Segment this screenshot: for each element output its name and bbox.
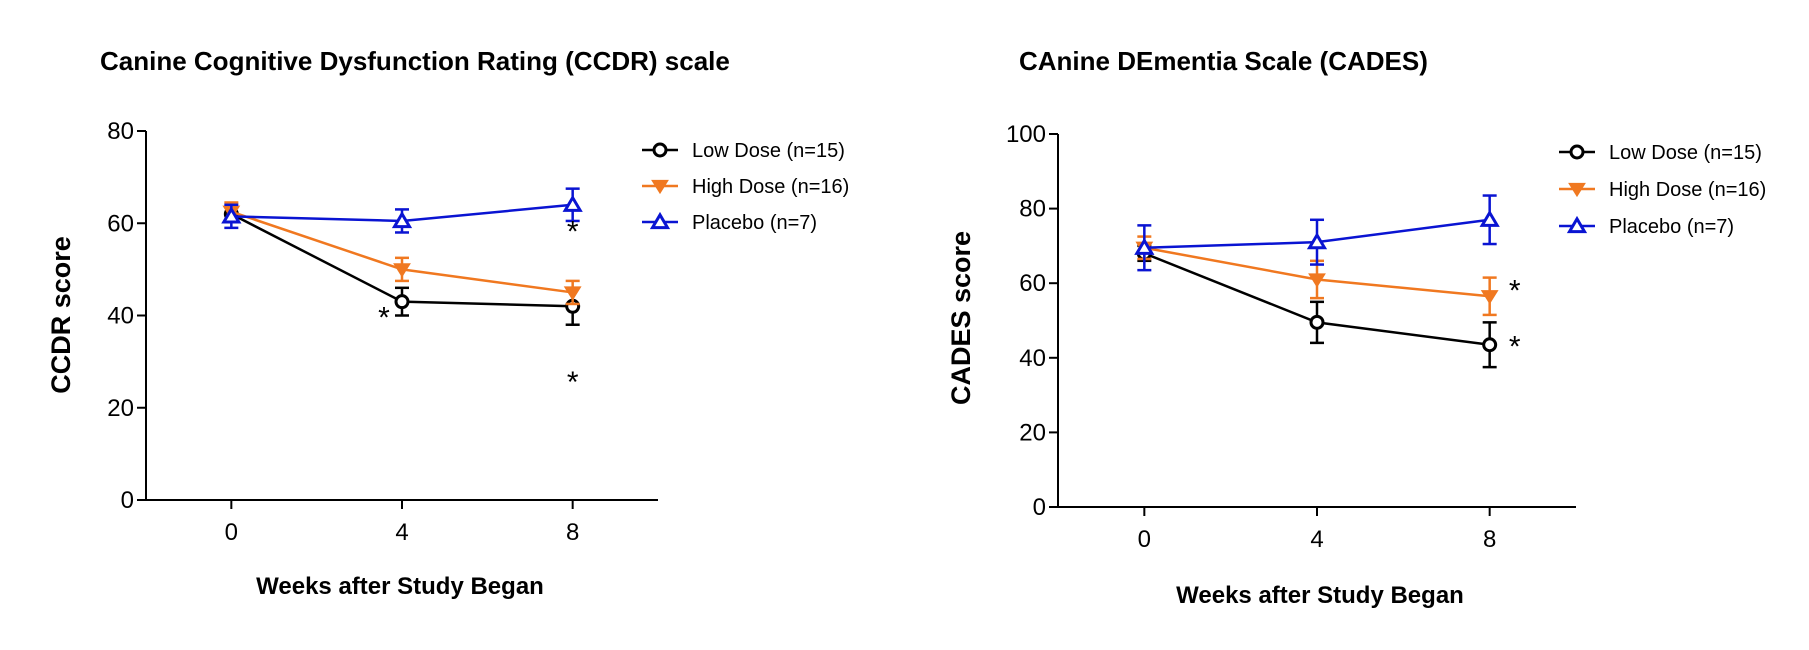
y-tick-label: 80 [107, 118, 134, 145]
legend-label: Low Dose (n=15) [692, 140, 845, 162]
legend-label: High Dose (n=16) [1609, 179, 1766, 201]
y-axis-label: CCDR score [46, 236, 76, 394]
data-point [1308, 273, 1326, 288]
x-tick-label: 8 [566, 519, 579, 546]
y-tick-label: 60 [107, 210, 134, 237]
data-point [1482, 337, 1498, 353]
data-point [393, 263, 411, 278]
legend-label: Placebo (n=7) [1609, 216, 1734, 238]
legend-item-2: High Dose (n=16) [642, 176, 849, 198]
data-point [1309, 314, 1325, 330]
x-tick-label: 4 [1310, 526, 1323, 553]
y-tick-label: 100 [1006, 121, 1046, 148]
data-point [394, 294, 410, 310]
legend-label: Placebo (n=7) [692, 212, 817, 234]
series-3 [1134, 194, 1500, 272]
series-3 [221, 187, 583, 234]
legend-label: Low Dose (n=15) [1609, 142, 1762, 164]
legend-item-2: High Dose (n=16) [1559, 179, 1766, 201]
y-tick-label: 40 [107, 303, 134, 330]
significance-marker: * [1509, 331, 1521, 364]
legend-item-3: Placebo (n=7) [642, 211, 817, 234]
legend: Low Dose (n=15) High Dose (n=16) Placebo (… [1559, 142, 1766, 238]
significance-marker: * [567, 215, 579, 248]
legend: Low Dose (n=15) High Dose (n=16) Placebo (… [642, 140, 849, 234]
x-tick-label: 0 [1138, 526, 1151, 553]
x-axis-label: Weeks after Study Began [1176, 582, 1464, 609]
chart-panel-2: CAnine DEmentia Scale (CADES)02040608010… [946, 46, 1766, 609]
legend-marker [1566, 215, 1588, 234]
chart-title: Canine Cognitive Dysfunction Rating (CCD… [100, 46, 730, 76]
x-axis-label: Weeks after Study Began [256, 573, 544, 600]
chart-title: CAnine DEmentia Scale (CADES) [1019, 46, 1428, 76]
y-tick-label: 40 [1019, 345, 1046, 372]
legend-marker [1568, 182, 1586, 198]
y-tick-label: 80 [1019, 196, 1046, 223]
data-point [563, 286, 582, 301]
y-axis-label: CADES score [946, 231, 976, 405]
y-tick-label: 20 [1019, 419, 1046, 446]
y-tick-label: 60 [1019, 270, 1046, 297]
x-tick-label: 8 [1483, 526, 1496, 553]
y-tick-label: 0 [1033, 494, 1046, 521]
y-tick-label: 0 [121, 487, 134, 514]
data-point [391, 210, 413, 229]
data-point [1134, 237, 1155, 255]
legend-marker [1569, 144, 1585, 160]
x-tick-label: 4 [395, 519, 408, 546]
legend-marker [651, 179, 669, 195]
data-point [221, 206, 242, 224]
legend-item-1: Low Dose (n=15) [1559, 142, 1762, 164]
significance-marker: * [378, 302, 390, 335]
legend-marker [649, 211, 671, 230]
data-point [562, 194, 583, 212]
legend-label: High Dose (n=16) [692, 176, 849, 198]
y-tick-label: 20 [107, 395, 134, 422]
legend-item-1: Low Dose (n=15) [642, 140, 845, 162]
data-point [1479, 209, 1500, 227]
x-tick-label: 0 [225, 519, 238, 546]
legend-item-3: Placebo (n=7) [1559, 215, 1734, 238]
data-point [1480, 290, 1499, 305]
significance-marker: * [1509, 275, 1521, 308]
legend-marker [652, 142, 668, 158]
significance-marker: * [567, 366, 579, 399]
data-point [1306, 232, 1328, 250]
chart-panel-1: Canine Cognitive Dysfunction Rating (CCD… [46, 46, 849, 600]
